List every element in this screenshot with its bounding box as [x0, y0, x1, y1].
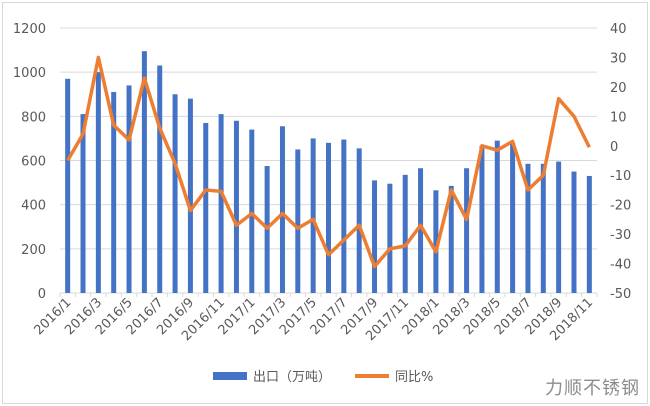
bar-2018/1 — [433, 190, 439, 293]
legend-item-export: 出口（万吨） — [213, 366, 331, 385]
y-right-tick-label: 10 — [610, 110, 627, 125]
bar-2018/4 — [479, 146, 485, 293]
bar-2017/8 — [356, 148, 362, 293]
bar-2017/9 — [372, 180, 378, 293]
y-right-tick-label: -50 — [610, 287, 631, 302]
y-right-tick-label: 0 — [610, 140, 618, 155]
bar-2017/5 — [310, 138, 316, 293]
bar-2017/6 — [326, 142, 331, 293]
bar-2017/12 — [418, 168, 424, 293]
bar-2016/6 — [141, 51, 147, 293]
bar-2017/3 — [279, 126, 285, 293]
y-right-tick-label: -40 — [610, 258, 631, 273]
y-right-tick-label: -20 — [610, 199, 631, 214]
bar-2018/11 — [586, 175, 592, 293]
y-left-tick-label: 400 — [21, 199, 46, 214]
bar-2016/7 — [157, 65, 163, 294]
bar-2018/5 — [494, 140, 500, 293]
bar-2016/10 — [203, 122, 209, 293]
bar-2018/7 — [525, 163, 531, 293]
y-left-tick-label: 200 — [21, 243, 46, 258]
bar-2016/3 — [95, 72, 101, 294]
bar-2018/6 — [510, 142, 516, 293]
legend-swatch-bar — [213, 371, 247, 380]
bar-2018/8 — [540, 163, 546, 293]
bar-2016/11 — [218, 114, 224, 293]
y-left-tick-label: 1200 — [13, 22, 46, 37]
bar-2016/12 — [233, 120, 239, 293]
y-left-tick-label: 600 — [21, 155, 46, 170]
bar-2018/3 — [464, 168, 470, 293]
y-left-tick-label: 0 — [38, 287, 46, 302]
legend-label-yoy: 同比% — [395, 370, 434, 385]
y-right-tick-label: 40 — [610, 22, 627, 37]
watermark-text: 力顺不锈钢 — [545, 378, 640, 399]
bar-2016/2 — [80, 114, 86, 293]
bar-2017/4 — [295, 149, 301, 293]
bar-2016/4 — [111, 92, 117, 294]
bar-2017/1 — [249, 129, 255, 293]
y-right-tick-label: -30 — [610, 228, 631, 243]
bar-2018/2 — [448, 185, 454, 293]
bar-2017/11 — [402, 174, 408, 293]
bar-2018/9 — [556, 161, 562, 293]
y-left-tick-label: 800 — [21, 110, 46, 125]
y-right-tick-label: 30 — [610, 51, 627, 66]
bar-2018/10 — [571, 171, 577, 293]
y-left-tick-label: 1000 — [13, 66, 46, 81]
legend-item-yoy: 同比% — [355, 366, 433, 385]
bar-2016/9 — [187, 98, 193, 294]
y-right-tick-label: 20 — [610, 81, 627, 96]
y-right-tick-label: -10 — [610, 169, 631, 184]
bar-2016/5 — [126, 85, 132, 294]
bar-2017/10 — [387, 183, 393, 293]
legend-swatch-line — [355, 373, 389, 378]
legend-label-export: 出口（万吨） — [253, 370, 332, 385]
bar-2016/1 — [65, 78, 71, 294]
bar-2016/8 — [172, 94, 178, 293]
bar-2017/7 — [341, 139, 347, 293]
